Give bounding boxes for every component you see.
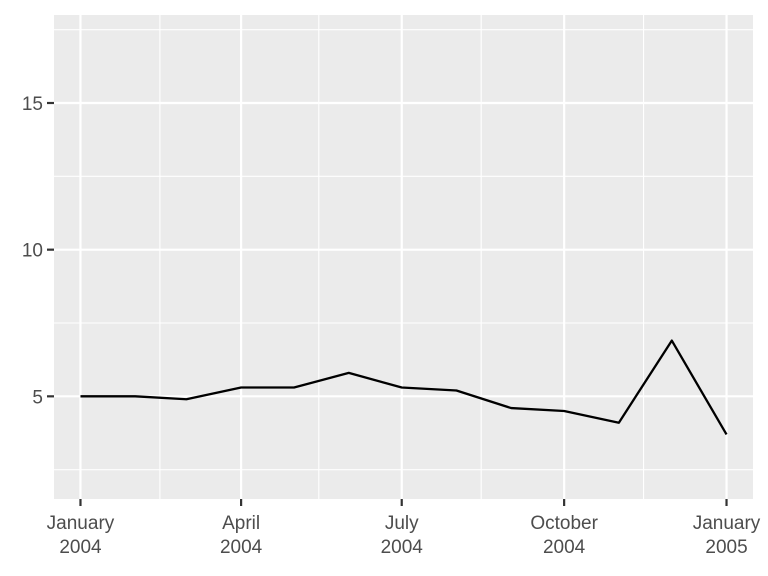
y-tick-label: 5 [32,387,43,408]
x-tick-label: October 2004 [530,513,598,558]
y-axis: 5 10 15 [22,94,54,408]
y-tick-label: 15 [22,94,43,115]
x-tick-label-line2: 2004 [543,537,586,558]
major-gridlines [54,15,753,499]
x-tick-label: April 2004 [220,513,263,558]
y-tick-label: 10 [22,241,43,262]
series-line [80,339,728,436]
x-tick-label: January 2004 [47,513,115,558]
x-tick-label: July 2004 [381,513,424,558]
x-tick-label-line1: October [530,513,598,534]
x-tick-label-line1: April [222,513,260,534]
x-tick-label: January 2005 [693,513,761,558]
x-tick-label-line2: 2005 [705,537,747,558]
series-layer [80,339,728,436]
x-tick-label-line1: January [693,513,761,534]
x-tick-label-line1: January [47,513,115,534]
x-tick-label-line2: 2004 [59,537,102,558]
x-tick-label-line1: July [385,513,419,534]
minor-gridlines [54,15,753,499]
plot-panel [54,15,753,499]
x-tick-label-line2: 2004 [220,537,263,558]
x-tick-label-line2: 2004 [381,537,424,558]
